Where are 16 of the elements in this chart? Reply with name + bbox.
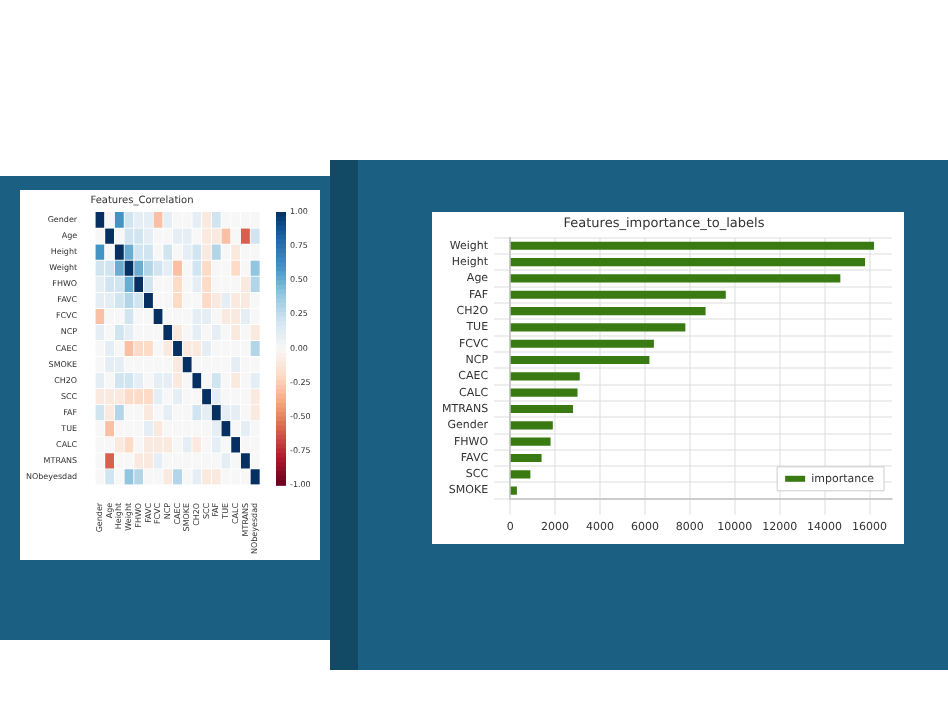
bar (510, 470, 531, 479)
bar (510, 290, 726, 299)
bar (510, 404, 574, 414)
bar (510, 437, 551, 446)
bar (510, 241, 875, 250)
bar (510, 486, 517, 495)
bar (510, 306, 706, 316)
bar (510, 355, 650, 365)
bar (510, 323, 686, 332)
bar (510, 421, 553, 430)
bar (510, 388, 578, 397)
bar (510, 274, 841, 283)
bar (510, 258, 866, 267)
bar (510, 453, 542, 463)
bar (510, 339, 654, 348)
bar (510, 372, 580, 381)
